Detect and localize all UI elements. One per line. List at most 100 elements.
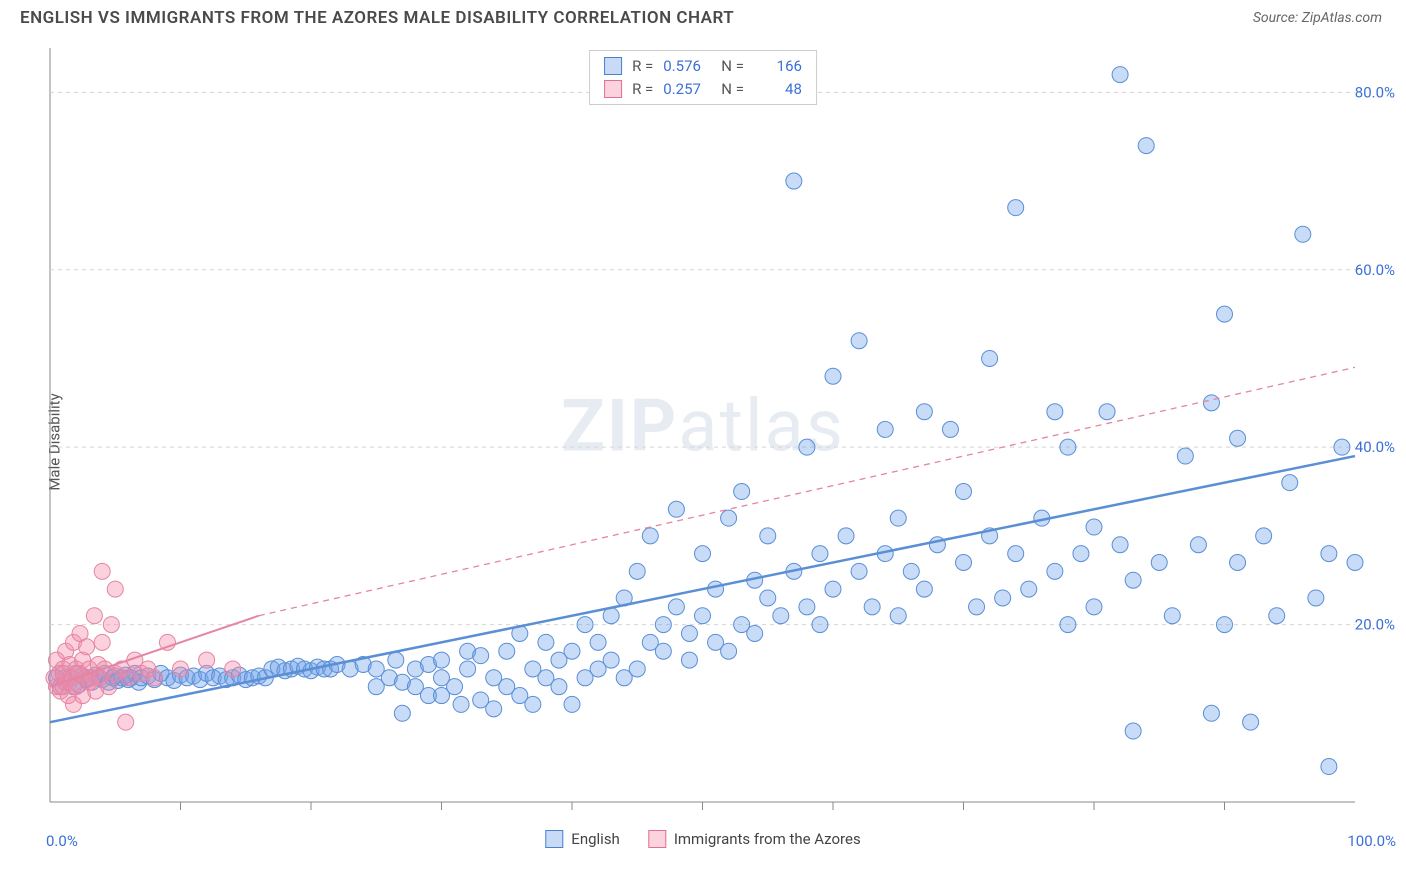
data-point bbox=[982, 350, 998, 366]
data-point bbox=[1164, 608, 1180, 624]
data-point bbox=[103, 617, 119, 633]
data-point bbox=[1347, 554, 1363, 570]
data-point bbox=[825, 581, 841, 597]
data-point bbox=[1073, 546, 1089, 562]
data-point bbox=[969, 599, 985, 615]
legend-label: English bbox=[571, 830, 620, 848]
data-point bbox=[1086, 599, 1102, 615]
data-point bbox=[453, 696, 469, 712]
data-point bbox=[642, 528, 658, 544]
r-label: R = bbox=[632, 55, 653, 78]
data-point bbox=[107, 581, 123, 597]
x-axis-max-label: 100.0% bbox=[1347, 832, 1396, 850]
data-point bbox=[1047, 563, 1063, 579]
data-point bbox=[1282, 475, 1298, 491]
stats-row: R =0.576N =166 bbox=[604, 55, 802, 78]
data-point bbox=[388, 652, 404, 668]
data-point bbox=[1203, 705, 1219, 721]
data-point bbox=[199, 652, 215, 668]
data-point bbox=[760, 590, 776, 606]
data-point bbox=[434, 652, 450, 668]
data-point bbox=[760, 528, 776, 544]
data-point bbox=[825, 368, 841, 384]
data-point bbox=[577, 617, 593, 633]
data-point bbox=[486, 701, 502, 717]
data-point bbox=[786, 173, 802, 189]
y-tick-label: 60.0% bbox=[1355, 261, 1395, 279]
data-point bbox=[890, 510, 906, 526]
data-point bbox=[1243, 714, 1259, 730]
x-axis-min-label: 0.0% bbox=[46, 832, 78, 850]
data-point bbox=[1086, 519, 1102, 535]
y-tick-label: 40.0% bbox=[1355, 438, 1395, 456]
data-point bbox=[1217, 306, 1233, 322]
source-attribution: Source: ZipAtlas.com bbox=[1253, 10, 1382, 26]
data-point bbox=[734, 484, 750, 500]
data-point bbox=[603, 652, 619, 668]
data-point bbox=[564, 643, 580, 659]
data-point bbox=[1230, 430, 1246, 446]
series-legend: English Immigrants from the Azores bbox=[545, 830, 860, 848]
data-point bbox=[1138, 138, 1154, 154]
data-point bbox=[1021, 581, 1037, 597]
data-point bbox=[721, 510, 737, 526]
data-point bbox=[1203, 395, 1219, 411]
legend-swatch bbox=[604, 57, 622, 75]
data-point bbox=[773, 608, 789, 624]
legend-item: Immigrants from the Azores bbox=[648, 830, 861, 848]
data-point bbox=[799, 599, 815, 615]
data-point bbox=[225, 661, 241, 677]
data-point bbox=[668, 501, 684, 517]
n-label: N = bbox=[721, 55, 744, 78]
data-point bbox=[1190, 537, 1206, 553]
data-point bbox=[838, 528, 854, 544]
data-point bbox=[942, 421, 958, 437]
data-point bbox=[812, 546, 828, 562]
data-point bbox=[118, 714, 134, 730]
stats-row: R =0.257N =48 bbox=[604, 78, 802, 101]
data-point bbox=[394, 705, 410, 721]
data-point bbox=[538, 634, 554, 650]
data-point bbox=[1295, 226, 1311, 242]
data-point bbox=[956, 554, 972, 570]
data-point bbox=[851, 333, 867, 349]
legend-item: English bbox=[545, 830, 620, 848]
data-point bbox=[94, 634, 110, 650]
data-point bbox=[1060, 617, 1076, 633]
data-point bbox=[1008, 546, 1024, 562]
data-point bbox=[1217, 617, 1233, 633]
data-point bbox=[1125, 723, 1141, 739]
data-point bbox=[668, 599, 684, 615]
data-point bbox=[916, 404, 932, 420]
data-point bbox=[695, 608, 711, 624]
data-point bbox=[877, 421, 893, 437]
data-point bbox=[447, 679, 463, 695]
data-point bbox=[1230, 554, 1246, 570]
header: ENGLISH VS IMMIGRANTS FROM THE AZORES MA… bbox=[0, 0, 1406, 32]
data-point bbox=[473, 648, 489, 664]
chart-area: Male Disability ZIPatlas 20.0%40.0%60.0%… bbox=[0, 32, 1406, 852]
data-point bbox=[525, 696, 541, 712]
data-point bbox=[851, 563, 867, 579]
data-point bbox=[146, 670, 162, 686]
data-point bbox=[956, 484, 972, 500]
data-point bbox=[499, 643, 515, 659]
data-point bbox=[1334, 439, 1350, 455]
data-point bbox=[747, 625, 763, 641]
data-point bbox=[916, 581, 932, 597]
data-point bbox=[1321, 759, 1337, 775]
data-point bbox=[681, 652, 697, 668]
data-point bbox=[864, 599, 880, 615]
data-point bbox=[1177, 448, 1193, 464]
data-point bbox=[1269, 608, 1285, 624]
data-point bbox=[79, 639, 95, 655]
data-point bbox=[995, 590, 1011, 606]
chart-title: ENGLISH VS IMMIGRANTS FROM THE AZORES MA… bbox=[20, 8, 734, 28]
data-point bbox=[1008, 200, 1024, 216]
data-point bbox=[655, 643, 671, 659]
n-label: N = bbox=[721, 78, 744, 101]
data-point bbox=[708, 581, 724, 597]
data-point bbox=[655, 617, 671, 633]
data-point bbox=[1125, 572, 1141, 588]
data-point bbox=[695, 546, 711, 562]
